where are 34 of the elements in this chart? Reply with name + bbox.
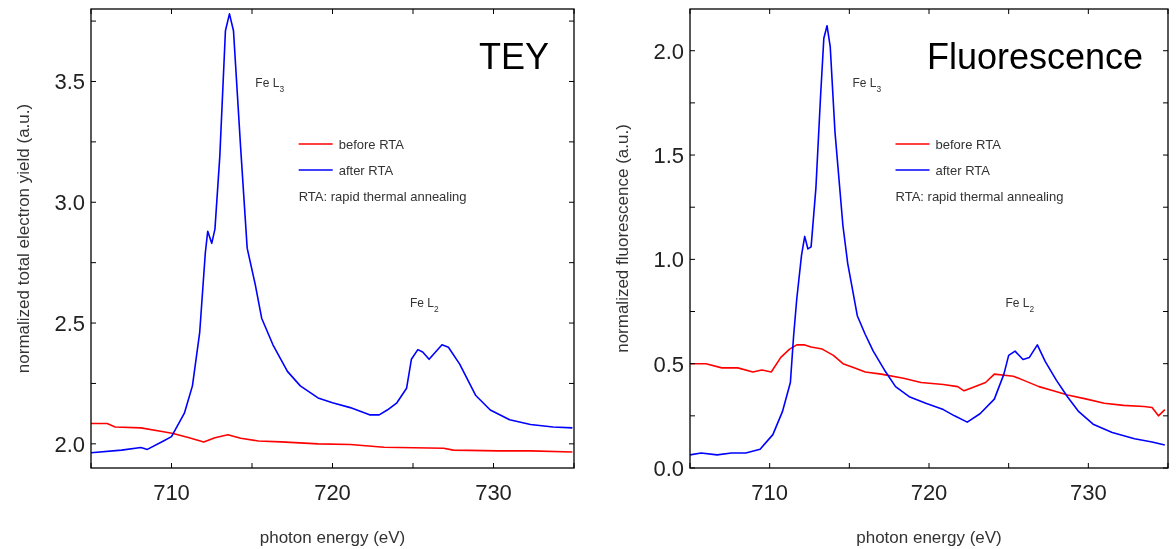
annotation: RTA: rapid thermal annealing (895, 189, 1064, 204)
y-tick-label: 0.5 (653, 351, 684, 377)
y-axis-title: normalized total electron yield (a.u.) (14, 103, 33, 374)
y-axis-title: normalized fluorescence (a.u.) (613, 124, 632, 353)
x-tick-label: 730 (475, 480, 512, 505)
y-tick-label: 2.0 (653, 38, 684, 64)
line-series (689, 24, 1166, 456)
annotation: RTA: rapid thermal annealing (298, 189, 467, 204)
legend-label: after RTA (935, 163, 991, 178)
x-tick-label: 710 (751, 480, 789, 505)
annotation: Fe L$_{3}$ (852, 76, 882, 95)
text: Fluorescence (926, 36, 1143, 77)
x-axis-title: photon energy (eV) (856, 528, 1002, 547)
text: TEY (478, 36, 549, 77)
y-tick-label: 2.5 (54, 311, 85, 337)
x-tick-label: 720 (910, 480, 948, 505)
y-tick-label: 1.0 (653, 247, 684, 273)
x-tick-label: 730 (1069, 480, 1107, 505)
annotation: Fe L$_{3}$ (255, 76, 285, 95)
y-tick-label: 3.0 (54, 190, 85, 216)
line-series (90, 422, 574, 453)
y-tick-label: 3.5 (54, 69, 85, 95)
line-series (90, 13, 574, 454)
legend-label: before RTA (935, 137, 1002, 152)
x-tick-label: 720 (314, 480, 351, 505)
annotation: Fe L$_{2}$ (409, 296, 439, 315)
y-tick-label: 1.5 (653, 143, 684, 169)
y-tick-label: 0.0 (653, 456, 684, 481)
x-axis-title: photon energy (eV) (259, 528, 406, 547)
annotation: Fe L$_{2}$ (1005, 296, 1035, 315)
x-tick-label: 710 (153, 480, 190, 505)
legend-label: before RTA (338, 137, 405, 152)
legend-label: after RTA (338, 163, 394, 178)
y-tick-label: 2.0 (54, 431, 85, 457)
